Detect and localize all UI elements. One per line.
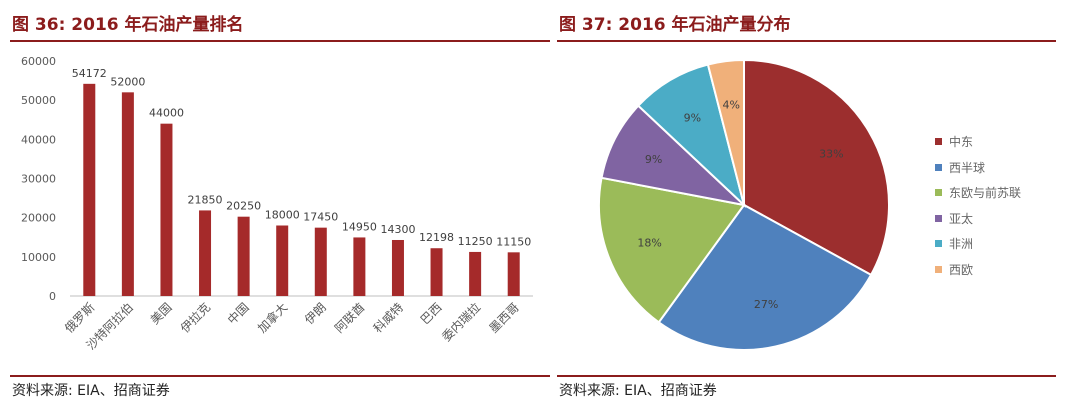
- legend-label: 非洲: [949, 237, 974, 252]
- bar-data-label: 44000: [149, 107, 184, 120]
- x-category-label: 伊朗: [302, 300, 329, 327]
- y-tick-label: 40000: [21, 133, 56, 146]
- pie-slice-label: 9%: [645, 153, 662, 166]
- bar-data-label: 54172: [72, 67, 107, 80]
- bar-data-label: 21850: [188, 193, 223, 206]
- x-category-label: 伊拉克: [177, 300, 213, 336]
- title-rule: [557, 40, 1056, 42]
- bar: [121, 92, 134, 296]
- bar-chart-panel: 图 36: 2016 年石油产量排名 0 10000 20000 30000 40000…: [10, 15, 550, 399]
- pie-slice: [657, 203, 873, 351]
- bar-data-label: 20250: [226, 200, 261, 213]
- pie-slice-label: 18%: [637, 236, 661, 249]
- bar: [353, 237, 366, 296]
- pie-slice: [743, 58, 890, 277]
- y-tick-label: 0: [49, 290, 56, 303]
- x-category-label: 巴西: [418, 300, 445, 327]
- pie-slice-label: 4%: [723, 98, 740, 111]
- bar-data-label: 14300: [380, 223, 415, 236]
- x-category-label: 美国: [148, 300, 175, 327]
- legend-swatch: [935, 163, 942, 171]
- bar-data-label: 11150: [496, 235, 531, 248]
- legend-label: 西半球: [949, 160, 986, 175]
- legend-item: 中东: [935, 129, 1021, 155]
- pie-slice-label: 9%: [684, 112, 701, 125]
- bar: [391, 239, 404, 296]
- source-rule: [557, 375, 1056, 377]
- pie-chart-panel: 图 37: 2016 年石油产量分布 33% 27% 18% 9% 9% 4% 中东西半球…: [557, 0, 1066, 407]
- pie-chart: 33% 27% 18% 9% 9% 4%: [598, 58, 890, 351]
- x-category-label: 科威特: [370, 300, 406, 336]
- x-category-label: 加拿大: [254, 300, 290, 336]
- legend-label: 中东: [949, 135, 974, 150]
- bar: [430, 248, 443, 296]
- legend-item: 亚太: [935, 206, 1021, 232]
- pie-slice: [600, 104, 748, 207]
- bar-chart-figure-title: 图 36: 2016 年石油产量排名: [12, 15, 244, 35]
- bar-data-label: 11250: [458, 235, 493, 248]
- legend-swatch: [935, 240, 942, 248]
- title-rule: [10, 40, 550, 42]
- legend-swatch: [935, 265, 942, 273]
- bar-data-label: 12198: [419, 231, 454, 244]
- pie-chart-figure-title: 图 37: 2016 年石油产量分布: [559, 15, 791, 35]
- pie-slice: [636, 63, 746, 209]
- x-category-label: 墨西哥: [486, 300, 521, 335]
- y-tick-label: 10000: [21, 251, 56, 264]
- source-rule: [10, 375, 550, 377]
- legend-swatch: [935, 189, 942, 197]
- pie-chart-source: 资料来源: EIA、招商证券: [559, 383, 717, 399]
- y-tick-label: 20000: [21, 212, 56, 225]
- bar: [507, 252, 520, 296]
- pie-slice-label: 27%: [754, 298, 778, 311]
- bar: [314, 227, 327, 296]
- legend-item: 西半球: [935, 155, 1021, 181]
- pie-slice-label: 33%: [819, 147, 843, 160]
- pie-slice: [598, 176, 746, 324]
- x-category-label: 委内瑞拉: [439, 300, 484, 345]
- legend-item: 非洲: [935, 231, 1021, 257]
- legend-item: 东欧与前苏联: [935, 180, 1021, 206]
- y-tick-label: 60000: [21, 55, 56, 68]
- x-category-label: 俄罗斯: [62, 300, 97, 335]
- bar: [199, 210, 212, 296]
- x-category-label: 中国: [224, 300, 252, 328]
- bar: [237, 216, 250, 296]
- legend-swatch: [935, 138, 942, 146]
- x-category-label: 阿联酋: [331, 300, 367, 336]
- legend-swatch: [935, 214, 942, 222]
- bar-data-label: 17450: [303, 211, 338, 224]
- legend-label: 西欧: [949, 262, 974, 277]
- bar-data-label: 14950: [342, 220, 377, 233]
- legend-item: 西欧: [935, 257, 1021, 283]
- bar: [469, 251, 482, 296]
- y-tick-label: 30000: [21, 173, 56, 186]
- bar-chart-source: 资料来源: EIA、招商证券: [12, 383, 170, 399]
- legend-label: 东欧与前苏联: [949, 186, 1022, 201]
- bar-data-label: 52000: [110, 75, 145, 88]
- bar-chart: 0 10000 20000 30000 40000 50000 60000 54172 俄罗斯 5…: [21, 55, 533, 353]
- y-tick-label: 50000: [21, 94, 56, 107]
- legend-label: 亚太: [949, 211, 974, 226]
- bar: [160, 123, 173, 297]
- bar: [83, 83, 96, 297]
- bar-data-label: 18000: [265, 209, 300, 222]
- bar: [276, 225, 289, 296]
- pie-legend: 中东西半球东欧与前苏联 亚太非洲西欧: [935, 129, 1021, 282]
- pie-slice: [706, 58, 745, 206]
